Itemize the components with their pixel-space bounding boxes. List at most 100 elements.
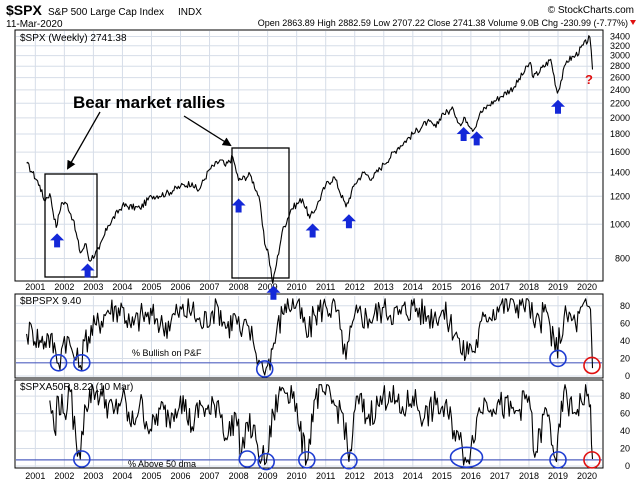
spxa50r-panel-title: $SPXA50R 8.22 (10 Mar) [20, 382, 133, 393]
series-layer [26, 35, 594, 466]
blue-up-arrow-icon [231, 198, 246, 213]
spxa50r-low-circle [257, 452, 275, 471]
x-tick-label: 2010 [287, 282, 307, 292]
x-tick-label: 2002 [54, 282, 74, 292]
y-tick-label: 1800 [610, 129, 630, 139]
blue-up-arrow-icon [50, 233, 65, 248]
y-tick-label: 20 [620, 444, 630, 454]
x-tick-label-bottom: 2006 [170, 471, 190, 481]
x-tick-label-bottom: 2020 [577, 471, 597, 481]
tick-label-layer: 2001 2001 2002 2002 2003 2003 2004 2004 2005 2005… [25, 31, 630, 481]
y-tick-label: 80 [620, 301, 630, 311]
y-tick-label: 2200 [610, 98, 630, 108]
question-mark: ? [585, 72, 593, 87]
bpspx-panel-title: $BPSPX 9.40 [20, 296, 82, 307]
y-tick-label: 2600 [610, 73, 630, 83]
x-tick-label: 2012 [345, 282, 365, 292]
x-tick-label-bottom: 2008 [229, 471, 249, 481]
x-tick-label: 2017 [490, 282, 510, 292]
price-panel-frame [14, 29, 604, 282]
x-tick-label: 2009 [258, 282, 278, 292]
series-line-2 [49, 384, 594, 466]
x-tick-label-bottom: 2010 [287, 471, 307, 481]
bear-box-2001-2002 [44, 173, 98, 278]
x-tick-label-bottom: 2014 [403, 471, 423, 481]
x-tick-label-bottom: 2007 [200, 471, 220, 481]
blue-up-arrow-icon [456, 127, 471, 142]
y-tick-label: 2800 [610, 61, 630, 71]
exchange-label: INDX [178, 7, 202, 18]
y-tick-label: 1400 [610, 168, 630, 178]
date-label: 11-Mar-2020 [6, 19, 63, 30]
bpspx-low-circle [49, 354, 68, 372]
x-tick-label-bottom: 2013 [374, 471, 394, 481]
blue-up-arrow-icon [550, 99, 565, 114]
spxa50r-panel-frame [14, 379, 604, 469]
series-line-0 [26, 35, 594, 284]
y-tick-label: 0 [625, 461, 630, 471]
series-line-1 [26, 298, 594, 376]
down-change-icon [630, 20, 636, 25]
x-tick-label: 2011 [316, 282, 335, 292]
index-name: S&P 500 Large Cap Index [48, 7, 164, 18]
bpspx-current-circle [583, 356, 601, 375]
x-tick-label-bottom: 2016 [461, 471, 481, 481]
x-tick-label: 2016 [461, 282, 481, 292]
price-panel-title: $SPX (Weekly) 2741.38 [20, 33, 127, 44]
x-tick-label: 2020 [577, 282, 597, 292]
annotation-arrow-left [67, 111, 101, 170]
y-tick-label: 1200 [610, 191, 630, 201]
x-tick-label: 2006 [170, 282, 190, 292]
bpspx-low-circle [72, 354, 91, 372]
blue-up-arrow-icon [266, 285, 281, 300]
x-tick-label-bottom: 2001 [25, 471, 45, 481]
x-tick-label: 2019 [548, 282, 568, 292]
y-tick-label: 2400 [610, 85, 630, 95]
circle-layer [49, 349, 601, 471]
blue-up-arrow-icon [469, 131, 484, 146]
x-tick-label-bottom: 2019 [548, 471, 568, 481]
y-tick-label: 0 [625, 371, 630, 381]
spxa50r-current-circle [583, 451, 601, 469]
x-tick-label: 2005 [141, 282, 161, 292]
x-tick-label-bottom: 2017 [490, 471, 510, 481]
x-tick-label-bottom: 2002 [54, 471, 74, 481]
annotation-arrow-right [183, 115, 232, 147]
bpspx-panel-frame [14, 293, 604, 379]
bear-box-2008-2009 [231, 147, 290, 279]
x-tick-label: 2003 [83, 282, 103, 292]
blue-up-arrow-icon [80, 263, 95, 278]
x-tick-label-bottom: 2012 [345, 471, 365, 481]
symbol-title: $SPX [6, 2, 42, 18]
y-tick-label: 60 [620, 318, 630, 328]
x-tick-label: 2004 [112, 282, 132, 292]
x-tick-label-bottom: 2015 [432, 471, 452, 481]
y-tick-label: 3400 [610, 31, 630, 41]
y-tick-label: 800 [615, 254, 630, 264]
spxa50r-low-circle [298, 451, 316, 469]
y-tick-label: 3200 [610, 41, 630, 51]
y-tick-label: 60 [620, 409, 630, 419]
bpspx-low-circle [255, 360, 274, 378]
bpspx-label: % Bullish on P&F [132, 348, 202, 358]
spxa50r-low-circle [549, 451, 567, 469]
x-tick-label: 2001 [25, 282, 45, 292]
x-tick-label-bottom: 2003 [83, 471, 103, 481]
x-tick-label: 2015 [432, 282, 452, 292]
blue-up-arrow-icon [305, 223, 320, 238]
blue-arrow-layer [50, 99, 565, 300]
x-tick-label: 2007 [200, 282, 220, 292]
x-tick-label-bottom: 2018 [519, 471, 539, 481]
spxa50r-low-circle [340, 451, 358, 470]
x-tick-label: 2008 [229, 282, 249, 292]
x-tick-label-bottom: 2005 [141, 471, 161, 481]
y-tick-label: 2000 [610, 113, 630, 123]
x-tick-label: 2013 [374, 282, 394, 292]
y-tick-label: 1000 [610, 219, 630, 229]
x-tick-label-bottom: 2004 [112, 471, 132, 481]
blue-up-arrow-icon [341, 214, 356, 229]
ohlc-readout: Open 2863.89 High 2882.59 Low 2707.22 Cl… [258, 18, 628, 28]
y-tick-label: 80 [620, 391, 630, 401]
